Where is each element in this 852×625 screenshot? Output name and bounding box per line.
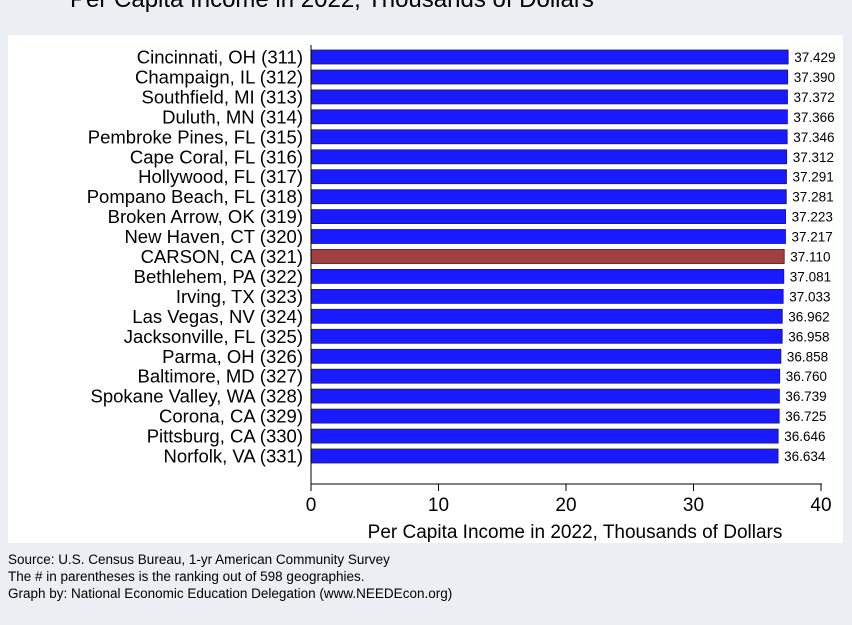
category-label: New Haven, CT (320) xyxy=(124,226,303,247)
x-tick-label: 20 xyxy=(555,495,576,516)
value-label: 37.429 xyxy=(794,50,835,65)
source-note: Source: U.S. Census Bureau, 1-yr America… xyxy=(8,552,390,567)
x-axis-label: Per Capita Income in 2022, Thousands of … xyxy=(368,522,783,543)
value-label: 37.372 xyxy=(794,90,835,105)
bar xyxy=(310,368,781,384)
x-tick-label: 10 xyxy=(428,495,449,516)
bar xyxy=(310,408,780,424)
bar xyxy=(310,129,788,145)
category-label: Pompano Beach, FL (318) xyxy=(87,186,303,207)
bars-layer: Cincinnati, OH (311) 37.429 Champaign, IL … xyxy=(87,47,836,467)
value-label: 36.962 xyxy=(788,309,829,324)
category-label: Baltimore, MD (327) xyxy=(137,366,303,387)
category-label: Cape Coral, FL (316) xyxy=(130,146,303,167)
category-label: Cincinnati, OH (311) xyxy=(137,47,303,68)
category-label: Pittsburg, CA (330) xyxy=(147,426,303,447)
value-label: 37.223 xyxy=(792,210,833,225)
category-label: Hollywood, FL (317) xyxy=(138,166,303,187)
bar xyxy=(310,268,785,284)
value-label: 36.739 xyxy=(785,389,826,404)
x-tick-label: 30 xyxy=(683,495,704,516)
category-label: Bethlehem, PA (322) xyxy=(134,266,303,287)
category-label: Jacksonville, FL (325) xyxy=(124,326,303,347)
category-label: Spokane Valley, WA (328) xyxy=(90,386,303,407)
category-label: Pembroke Pines, FL (315) xyxy=(88,126,303,147)
category-label: Broken Arrow, OK (319) xyxy=(108,206,303,227)
chart-title: Per Capita Income in 2022, Thousands of … xyxy=(70,0,594,14)
value-label: 37.312 xyxy=(793,150,834,165)
credit-note: Graph by: National Economic Education De… xyxy=(8,586,453,601)
bar xyxy=(310,229,786,244)
value-label: 36.646 xyxy=(784,429,825,444)
bar xyxy=(310,209,787,225)
bar xyxy=(310,109,788,125)
value-label: 37.281 xyxy=(792,190,833,205)
value-label: 36.725 xyxy=(785,409,826,424)
value-label: 37.346 xyxy=(793,130,834,145)
bar-highlight xyxy=(310,249,785,264)
x-tick-label: 40 xyxy=(810,495,831,516)
bar xyxy=(310,49,789,65)
value-label: 37.033 xyxy=(789,289,830,304)
category-label: Irving, TX (323) xyxy=(176,286,303,307)
bar xyxy=(310,428,779,444)
value-label: 37.366 xyxy=(793,110,834,125)
category-label: Corona, CA (329) xyxy=(159,406,303,427)
value-label: 37.110 xyxy=(790,250,830,265)
value-label: 37.081 xyxy=(790,269,831,284)
bar xyxy=(310,169,787,185)
bar xyxy=(310,308,783,324)
x-tick-label: 0 xyxy=(306,495,317,516)
bar xyxy=(310,189,787,205)
value-label: 36.858 xyxy=(787,349,828,364)
category-label: Norfolk, VA (331) xyxy=(164,446,304,467)
bar xyxy=(310,348,782,364)
bar xyxy=(310,89,788,105)
bar xyxy=(310,288,784,304)
ranking-note: The # in parentheses is the ranking out … xyxy=(8,569,365,584)
bar xyxy=(310,448,779,464)
category-label: Southfield, MI (313) xyxy=(142,86,303,107)
category-label: CARSON, CA (321) xyxy=(141,246,303,267)
category-label: Parma, OH (326) xyxy=(162,346,303,367)
bar xyxy=(310,388,780,404)
bar xyxy=(310,69,789,85)
category-label: Champaign, IL (312) xyxy=(135,67,303,88)
value-label: 37.291 xyxy=(793,170,834,185)
x-axis: 0 10 20 30 40 xyxy=(306,45,832,516)
category-label: Las Vegas, NV (324) xyxy=(132,306,303,327)
bar xyxy=(310,149,788,165)
value-label: 37.217 xyxy=(792,230,833,245)
value-label: 36.634 xyxy=(784,449,826,464)
value-label: 36.958 xyxy=(788,329,829,344)
value-label: 36.760 xyxy=(786,369,827,384)
category-label: Duluth, MN (314) xyxy=(162,106,303,127)
value-label: 37.390 xyxy=(794,70,835,85)
chart-notes: Source: U.S. Census Bureau, 1-yr America… xyxy=(8,551,452,602)
bar xyxy=(310,328,783,344)
